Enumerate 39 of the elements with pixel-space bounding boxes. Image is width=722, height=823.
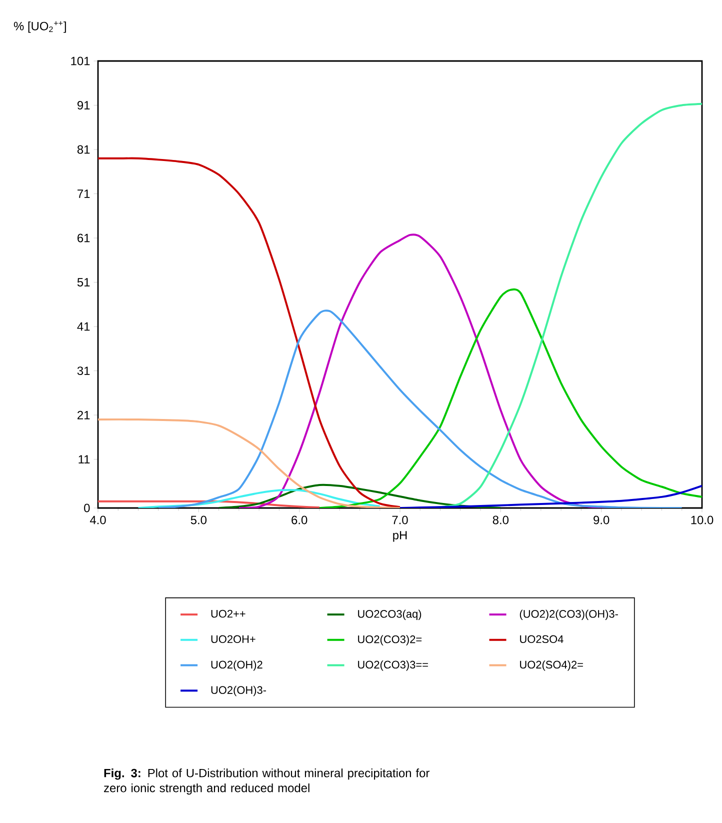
line-series xyxy=(157,310,683,508)
legend-label: UO2OH+ xyxy=(211,635,256,644)
legend-label: UO2(OH)3- xyxy=(211,686,266,696)
x-axis-title: pH xyxy=(393,531,407,542)
legend-label: UO2SO4 xyxy=(520,635,564,644)
legend-label: UO2CO3(aq) xyxy=(358,610,422,620)
line-series xyxy=(137,489,381,508)
y-tick-label: 41 xyxy=(77,322,90,331)
y-tick-label: 91 xyxy=(77,101,90,110)
x-tick-label: 7.0 xyxy=(392,516,408,524)
line-series xyxy=(318,288,702,508)
line-series xyxy=(98,500,320,508)
y-tick-label: 71 xyxy=(78,190,90,198)
y-tick-label: 81 xyxy=(77,145,90,154)
legend-label: UO2(SO4)2= xyxy=(520,660,583,671)
x-tick-label: 5.0 xyxy=(190,516,207,524)
line-series xyxy=(98,418,401,508)
legend-label: UO2(CO3)3== xyxy=(358,660,428,671)
x-tick-label: 8.0 xyxy=(492,516,509,524)
x-tick-label: 10.0 xyxy=(691,516,714,524)
legend-label: UO2(OH)2 xyxy=(211,660,262,671)
y-tick-label: 51 xyxy=(77,278,90,286)
x-tick-label: 6.0 xyxy=(292,516,308,524)
legend-label: UO2++ xyxy=(211,610,246,618)
y-tick-label: 101 xyxy=(71,56,90,66)
y-tick-label: 31 xyxy=(77,366,90,376)
x-tick-label: 4.0 xyxy=(90,516,106,524)
y-tick-label: 11 xyxy=(78,455,90,464)
text: Fig. 3: Plot of U-Distribution without mineral precipitation for zero ionic strength and reduced model xyxy=(104,768,430,795)
y-axis-title: % [UO$_{2}$$^{++}$] xyxy=(14,21,66,33)
y-tick-label: 0 xyxy=(84,504,90,512)
legend-label: UO2(CO3)2= xyxy=(358,635,422,646)
y-tick-label: 21 xyxy=(78,410,90,420)
legend-label: (UO2)2(CO3)(OH)3- xyxy=(520,610,618,620)
line-series xyxy=(399,484,702,508)
x-tick-label: 9.0 xyxy=(594,516,610,524)
line-series xyxy=(218,484,502,508)
line-series xyxy=(98,157,401,508)
y-tick-label: 61 xyxy=(78,234,90,242)
